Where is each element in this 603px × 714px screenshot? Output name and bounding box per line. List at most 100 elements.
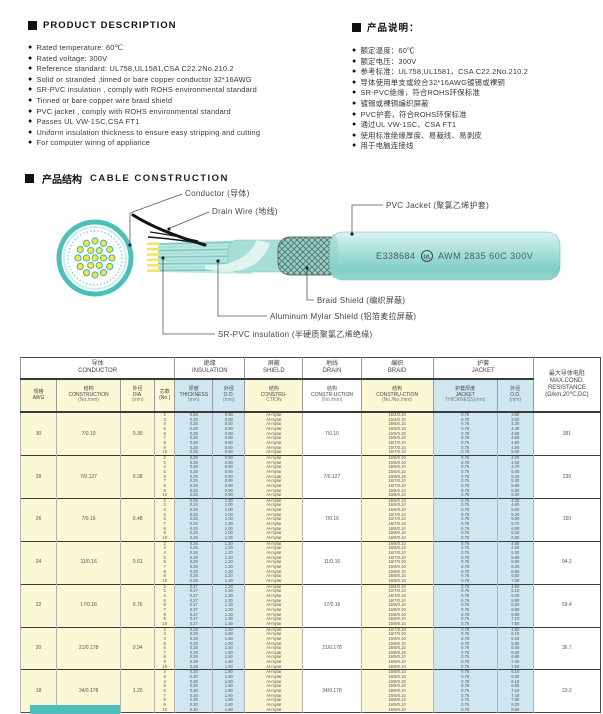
spec-row-awg20: 20 21/0.178 0.94 2 0.28 1.50 Al-mylar 21/0.178 1…	[19, 626, 601, 670]
cell-jacket-thickness: 0.76	[432, 617, 498, 622]
cell-core-count: 8	[154, 526, 175, 532]
cell-insulation-od: 1.80	[212, 669, 245, 676]
group-header-cn: 护套	[477, 361, 490, 367]
spec-row-awg30: 30 7/0.10 0.30 2 0.25 0.80 Al-mylar 7/0.10 16/4/…	[19, 411, 601, 456]
spec-row-awg28: 6 0.25 0.90 Al-mylar 16/6/0.10 0.76 5.20	[21, 474, 601, 480]
cell-jacket-thickness: 0.76	[432, 417, 498, 423]
cell-shield-construction: Al-mylar	[244, 531, 303, 537]
cell-jacket-thickness: 0.76	[432, 536, 498, 542]
label-braid-shield: Braid Shield (编织屏蔽)	[317, 295, 405, 305]
group-header-cn: 绝缘	[203, 361, 216, 367]
cell-jacket-thickness: 0.76	[432, 512, 498, 518]
cell-insulation-thickness: 0.27	[174, 621, 213, 628]
cell-shield-construction: Al-mylar	[244, 512, 303, 518]
cell-jacket-od: 5.20	[496, 512, 534, 518]
cell-jacket-od: 7.40	[496, 693, 534, 699]
cell-core-count: 7	[154, 565, 175, 570]
cell-core-count: 6	[154, 646, 175, 651]
cell-insulation-od: 1.00	[212, 503, 245, 509]
cable-construction-title: 产品结构 CABLE CONSTRUCTION	[25, 171, 229, 186]
cell-shield-construction: Al-mylar	[244, 650, 303, 656]
cell-braid-construction: 16/7/0.10	[360, 450, 434, 456]
cell-jacket-thickness: 0.76	[432, 612, 498, 618]
cell-conductor-construction: 11/0.16	[56, 540, 121, 585]
cell-insulation-od: 0.90	[212, 488, 245, 494]
bullet-text: 镀锡或裸铜编织屏蔽	[360, 98, 429, 108]
cell-jacket-thickness: 0.76	[432, 679, 498, 685]
cell-insulation-od: 1.80	[212, 698, 245, 704]
cell-shield-construction: Al-mylar	[244, 493, 303, 499]
spec-row-awg30: 7 0.25 0.80 Al-mylar 16/6/0.10 0.76 4.60	[21, 436, 601, 441]
cell-shield-construction: Al-mylar	[244, 593, 303, 599]
spec-row-awg28: 7 0.25 0.90 Al-mylar 16/7/0.10 0.76 5.30	[21, 479, 601, 484]
marking-type: AWM 2835 60C 300V	[438, 251, 533, 261]
cell-braid-construction: 16/6/0.10	[360, 508, 434, 513]
column-header-unit: (mm)	[131, 397, 144, 404]
product-description-cn: 产品说明： ● 额定温度：60℃ ● 额定电压：300V ● 参考标准：UL758,UL1…	[352, 20, 598, 152]
cell-shield-construction: Al-mylar	[244, 621, 303, 628]
cell-insulation-od: 1.80	[212, 693, 245, 699]
cell-braid-construction: 16/8/0.10	[360, 650, 434, 656]
cell-core-count: 3	[154, 417, 175, 423]
cell-braid-construction: 16/8/0.10	[360, 641, 434, 647]
conductor-tip	[147, 247, 160, 251]
cell-conductor-construction: 7/0.16	[56, 497, 121, 542]
cell-core-count: 2	[154, 626, 175, 633]
column-header-0: 规格 AWG	[19, 379, 57, 413]
bullet-item: ● 参考标准：UL758,UL1581，CSA C22.2No.210.2	[352, 67, 598, 78]
bullet-text: 参考标准：UL758,UL1581，CSA C22.2No.210.2	[360, 67, 529, 77]
cell-insulation-thickness: 0.25	[174, 522, 213, 527]
cell-insulation-thickness: 0.30	[174, 703, 213, 708]
column-header-en: DIA.	[132, 391, 143, 398]
svg-text:UL: UL	[423, 255, 431, 261]
cell-insulation-od: 1.30	[212, 583, 245, 590]
cell-insulation-od: 0.80	[212, 422, 245, 427]
cell-jacket-od: 6.80	[496, 574, 534, 579]
cell-insulation-od: 0.80	[212, 431, 245, 437]
column-header-en: O.D.	[510, 391, 521, 398]
spec-row-awg24: 3 0.26 1.20 Al-mylar 16/6/0.10 0.76 4.90	[21, 546, 601, 552]
spec-row-awg24: 24 11/0.16 0.61 2 0.26 1.20 Al-mylar 11/0.16 16/…	[19, 540, 601, 585]
cell-max-resistance: 94.2	[532, 540, 601, 585]
cell-shield-construction: Al-mylar	[244, 555, 303, 561]
cell-core-count: 10	[154, 536, 175, 542]
bullet-text: 用于电脑连接线	[360, 141, 414, 151]
cell-insulation-thickness: 0.28	[174, 650, 213, 656]
spec-row-awg28: 4 0.25 0.90 Al-mylar 16/6/0.10 0.76 4.70	[21, 465, 601, 470]
cell-core-count: 4	[154, 551, 175, 556]
header-max-resistance: 最大导体电阻 MAX.COND. RESISTANCE (Ω/km,20℃,DC)	[532, 357, 601, 413]
cell-shield-construction: Al-mylar	[244, 603, 303, 608]
spec-row-awg20: 4 0.28 1.50 Al-mylar 16/8/0.10 0.76 5.60	[21, 636, 601, 642]
cell-jacket-od: 7.90	[496, 664, 534, 670]
cell-max-resistance: 239	[532, 454, 601, 499]
column-header-unit: (No./mm)	[321, 397, 343, 404]
cell-insulation-thickness: 0.28	[174, 655, 213, 661]
mylar-dotted-ring	[67, 230, 123, 286]
cell-drain-construction: 7/0.127	[302, 454, 362, 499]
cell-drain-construction: 7/0.10	[302, 411, 362, 456]
cell-insulation-od: 1.00	[212, 526, 245, 532]
product-description-title-text: PRODUCT DESCRIPTION	[43, 20, 177, 31]
spec-row-awg18: 7 0.30 1.80 Al-mylar 16/9/0.10 0.76 7.40	[21, 693, 601, 699]
column-header-unit: (mm)	[509, 397, 522, 404]
group-header-en: CONDUCTOR	[78, 368, 118, 374]
group-header-en: INSULATION	[192, 368, 228, 374]
conductor-dot	[82, 254, 91, 262]
cell-insulation-thickness: 0.25	[174, 488, 213, 494]
cell-jacket-thickness: 0.76	[432, 422, 498, 427]
cell-shield-construction: Al-mylar	[244, 483, 303, 489]
cell-braid-construction: 16/8/0.10	[360, 679, 434, 685]
cell-insulation-od: 0.90	[212, 474, 245, 480]
conductor-dot	[99, 239, 108, 247]
bullet-text: Rated temperature: 60℃	[36, 43, 124, 52]
cell-braid-construction: 16/9/0.10	[360, 703, 434, 708]
spec-row-awg22: 10 0.27 1.30 Al-mylar 16/9/0.10 0.76 7.50	[21, 621, 601, 628]
cell-jacket-thickness: 0.76	[432, 574, 498, 579]
cell-jacket-od: 8.50	[496, 707, 534, 713]
cell-jacket-thickness: 0.76	[432, 583, 498, 590]
cable-marking: E338684 UL AWM 2835 60C 300V	[376, 249, 533, 263]
bullet-item: ● 使用标准绝缘厚度、易裁线、易剥皮	[352, 131, 598, 142]
cell-braid-construction: 16/9/0.10	[360, 655, 434, 661]
cell-jacket-thickness: 0.76	[432, 565, 498, 570]
cell-braid-construction: 16/9/0.10	[360, 660, 434, 665]
